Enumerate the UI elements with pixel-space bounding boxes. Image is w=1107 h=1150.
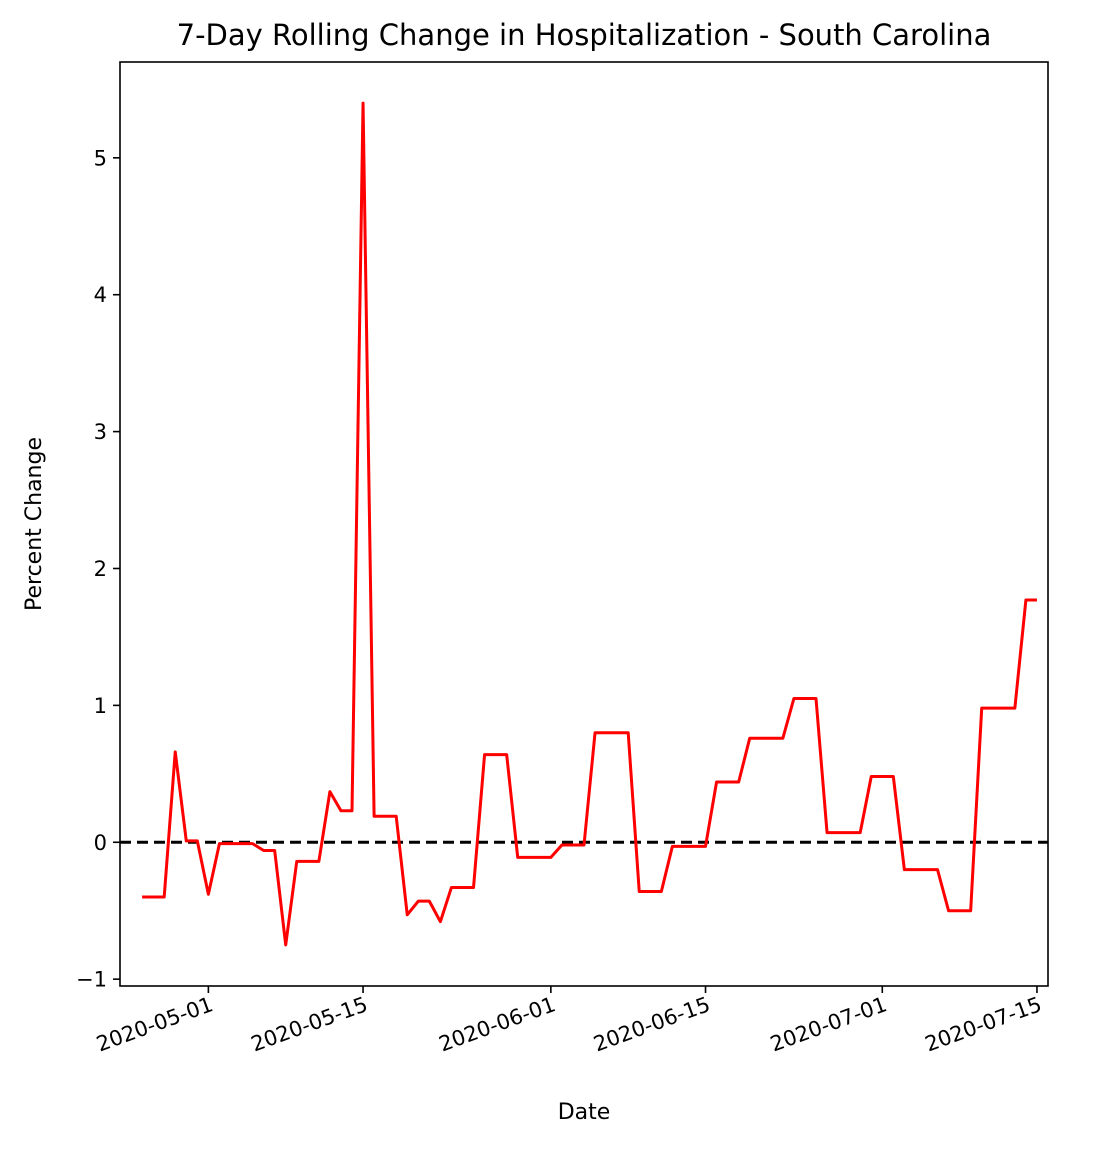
- y-tick-label: 2: [94, 557, 107, 581]
- plot-frame: [119, 61, 1049, 987]
- plot-area: [120, 101, 1048, 947]
- series-line: [142, 101, 1037, 947]
- y-tick-label: 1: [94, 694, 107, 718]
- y-tick-label: 4: [94, 283, 107, 307]
- y-axis: −1 0 1 2 3 4 5: [76, 146, 120, 992]
- y-tick-label: −1: [76, 968, 107, 992]
- y-axis-label: Percent Change: [22, 437, 47, 611]
- y-tick-label: 5: [94, 146, 107, 170]
- x-axis-label: Date: [558, 1100, 611, 1125]
- y-tick-label: 3: [94, 420, 107, 444]
- y-tick-label: 0: [94, 831, 107, 855]
- chart-title: 7-Day Rolling Change in Hospitalization …: [177, 18, 992, 52]
